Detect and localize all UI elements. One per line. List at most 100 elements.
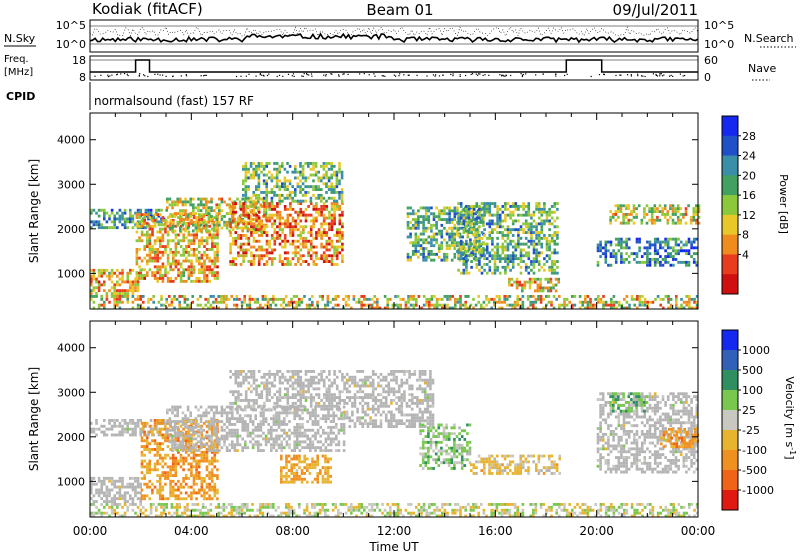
clutter-cell (682, 306, 686, 310)
heatmap-cell (156, 236, 159, 240)
heatmap-cell (469, 238, 472, 242)
heatmap-cell (172, 259, 175, 263)
heatmap-cell (268, 191, 271, 194)
heatmap-cell (289, 263, 292, 266)
heatmap-cell (445, 232, 449, 236)
heatmap-cell (135, 248, 139, 251)
heatmap-cell (537, 231, 541, 234)
heatmap-cell (92, 208, 96, 212)
heatmap-cell (646, 255, 649, 258)
heatmap-cell (294, 239, 297, 243)
heatmap-cell (213, 485, 217, 489)
heatmap-cell (620, 252, 623, 256)
heatmap-cell (278, 199, 281, 203)
heatmap-cell (472, 242, 476, 246)
heatmap-cell (200, 456, 204, 460)
heatmap-cell (338, 216, 342, 220)
heatmap-cell (126, 271, 129, 275)
clutter-cell (251, 297, 254, 301)
heatmap-cell (140, 259, 144, 263)
heatmap-cell (325, 182, 328, 186)
nave-dot (598, 74, 601, 76)
clutter-cell (396, 303, 400, 307)
heatmap-cell (126, 482, 129, 486)
heatmap-cell (231, 446, 234, 450)
heatmap-cell (95, 427, 98, 431)
heatmap-cell (126, 500, 129, 503)
heatmap-cell (659, 243, 662, 247)
heatmap-cell (471, 252, 475, 256)
heatmap-cell (199, 440, 203, 444)
heatmap-cell (238, 443, 242, 447)
clutter-cell (139, 295, 142, 298)
heatmap-cell (151, 224, 154, 228)
heatmap-cell (283, 411, 286, 415)
heatmap-cell (110, 488, 114, 492)
heatmap-cell (213, 491, 217, 495)
heatmap-cell (220, 425, 224, 429)
nave-dot (672, 75, 674, 77)
heatmap-cell (103, 491, 106, 495)
heatmap-cell (129, 482, 132, 486)
nave-dot (159, 74, 161, 76)
heatmap-cell (241, 446, 244, 450)
clutter-cell (191, 300, 194, 304)
heatmap-cell (646, 258, 649, 261)
clutter-cell (662, 306, 665, 310)
heatmap-cell (97, 268, 101, 272)
heatmap-cell (553, 263, 557, 266)
heatmap-cell (676, 221, 680, 225)
heatmap-cell (501, 225, 505, 229)
heatmap-cell (143, 430, 146, 434)
heatmap-cell (199, 420, 203, 423)
heatmap-cell (208, 271, 211, 275)
clutter-cell (438, 297, 441, 301)
heatmap-cell (632, 210, 636, 213)
heatmap-cell (453, 215, 457, 219)
heatmap-cell (333, 234, 336, 237)
heatmap-cell (524, 265, 528, 269)
clutter-cell (610, 300, 613, 304)
heatmap-cell (301, 170, 305, 174)
heatmap-cell (203, 479, 206, 483)
heatmap-cell (523, 280, 527, 284)
heatmap-cell (653, 210, 657, 213)
heatmap-cell (521, 286, 524, 290)
heatmap-cell (103, 419, 106, 422)
heatmap-cell (315, 205, 318, 208)
heatmap-cell (265, 188, 268, 191)
heatmap-cell (459, 210, 463, 214)
heatmap-cell (255, 228, 258, 232)
heatmap-cell (676, 215, 680, 219)
heatmap-cell (414, 223, 418, 227)
heatmap-cell (417, 241, 420, 245)
heatmap-cell (485, 210, 489, 214)
heatmap-cell (228, 405, 231, 409)
heatmap-cell (543, 205, 546, 208)
heatmap-cell (140, 450, 144, 454)
heatmap-cell (530, 216, 533, 220)
heatmap-cell (161, 236, 165, 240)
heatmap-cell (213, 277, 217, 280)
heatmap-cell (459, 251, 463, 255)
heatmap-cell (246, 220, 250, 224)
nave-dot (619, 74, 621, 76)
heatmap-cell (293, 440, 296, 444)
heatmap-cell (550, 271, 554, 275)
heatmap-cell (601, 246, 605, 250)
heatmap-cell (653, 249, 657, 253)
nave-dot (603, 73, 605, 76)
nave-dot (363, 73, 365, 75)
clutter-cell (459, 295, 462, 298)
heatmap-cell (314, 164, 318, 168)
heatmap-cell (430, 241, 433, 245)
heatmap-cell (139, 271, 142, 275)
heatmap-cell (97, 208, 101, 212)
heatmap-cell (158, 456, 162, 460)
heatmap-cell (190, 259, 193, 263)
heatmap-cell (223, 428, 226, 432)
freq-label-line2: [MHz] (4, 67, 33, 78)
heatmap-cell (231, 263, 235, 266)
heatmap-cell (470, 254, 473, 258)
heatmap-cell (493, 245, 497, 249)
